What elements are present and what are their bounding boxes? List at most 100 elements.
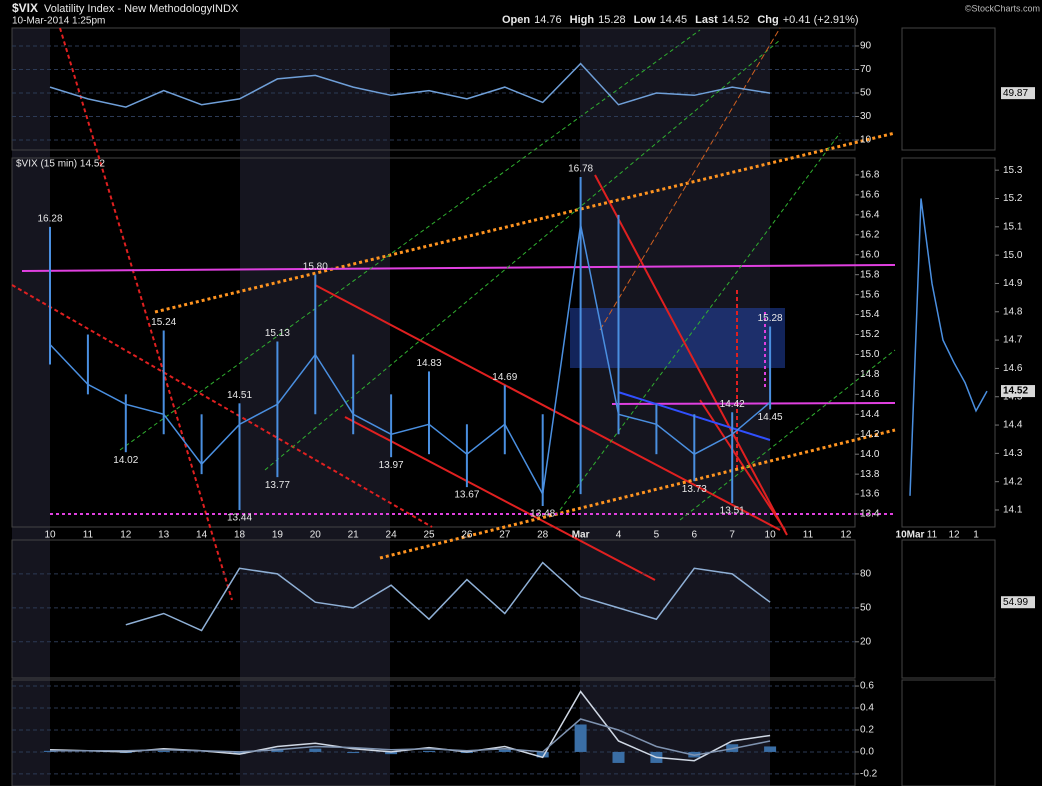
y-tick-label: 0.4	[860, 703, 874, 714]
x-tick-label: 21	[348, 530, 360, 541]
y-tick-label: 14.8	[1003, 306, 1023, 317]
y-tick-label: 14.8	[860, 369, 880, 380]
x-tick-label: 4	[616, 530, 622, 541]
quote-value: 15.28	[598, 14, 626, 26]
x-tick-label: 12	[948, 530, 960, 541]
x-tick-label: 6	[692, 530, 698, 541]
low-label: 14.02	[113, 455, 138, 466]
y-tick-label: 10	[860, 135, 872, 146]
y-tick-label: 13.8	[860, 469, 880, 480]
last-value: 54.99	[1003, 597, 1028, 608]
y-tick-label: 14.1	[1003, 505, 1023, 516]
histogram-bar	[347, 751, 360, 754]
quote-label: Chg	[757, 14, 778, 26]
x-tick-label: Mar	[572, 530, 590, 541]
high-label: 14.42	[720, 399, 745, 410]
high-label: 16.28	[37, 213, 62, 224]
histogram-bar	[233, 751, 246, 755]
quote-label: High	[570, 14, 595, 26]
low-label: 14.45	[758, 412, 783, 423]
y-tick-label: 30	[860, 111, 872, 122]
x-tick-label: 5	[654, 530, 660, 541]
quote-value: 14.45	[660, 14, 688, 26]
last-value-box	[1001, 87, 1035, 100]
y-tick-label: 14.4	[860, 409, 880, 420]
x-tick-label: 20	[310, 530, 322, 541]
y-tick-label: 15.4	[860, 309, 880, 320]
y-tick-label: 15.1	[1003, 221, 1023, 232]
histogram-bar	[764, 746, 777, 752]
histogram-bar	[385, 751, 398, 755]
low-label: 13.48	[530, 509, 555, 520]
quote-label: Low	[634, 14, 656, 26]
histogram-bar	[612, 751, 625, 763]
x-tick-label: 26	[461, 530, 473, 541]
x-tick-label: 10	[765, 530, 777, 541]
y-tick-label: -0.2	[860, 769, 878, 780]
x-tick-label: 12	[840, 530, 852, 541]
histogram-bar	[498, 749, 511, 752]
high-label: 15.80	[303, 261, 328, 272]
histogram-bar	[536, 751, 549, 758]
x-tick-label: 25	[423, 530, 435, 541]
x-tick-label: 10Mar	[896, 530, 925, 541]
panel-frames	[11, 27, 996, 786]
low-label: 13.67	[454, 490, 479, 501]
low-label: 13.73	[682, 484, 707, 495]
y-tick-label: 90	[860, 41, 872, 52]
y-tick-label: 14.7	[1003, 335, 1023, 346]
low-label: 13.51	[720, 506, 745, 517]
quote-label: Open	[502, 14, 530, 26]
week-bands	[12, 28, 770, 786]
y-tick-label: 14.2	[1003, 476, 1023, 487]
y-tick-label: 70	[860, 64, 872, 75]
y-tick-label: 0.6	[860, 681, 874, 692]
high-label: 14.51	[227, 390, 252, 401]
y-tick-label: 15.6	[860, 289, 880, 300]
quote-label: Last	[695, 14, 718, 26]
y-tick-label: 14.4	[1003, 420, 1023, 431]
series-line	[49, 224, 771, 497]
y-tick-label: 16.2	[860, 229, 880, 240]
high-label: 15.24	[151, 317, 176, 328]
credit: ©StockCharts.com	[965, 3, 1040, 13]
exchange: INDX	[212, 3, 239, 15]
high-label: 16.78	[568, 164, 593, 175]
x-tick-label: 14	[196, 530, 208, 541]
x-tick-label: 12	[120, 530, 132, 541]
histogram-bar	[309, 748, 322, 752]
y-tick-label: 13.6	[860, 489, 880, 500]
last-value-box	[1001, 385, 1035, 398]
x-tick-label: 7	[729, 530, 735, 541]
y-tick-label: 15.2	[860, 329, 880, 340]
y-tick-label: 80	[860, 569, 872, 580]
high-label: 14.83	[416, 358, 441, 369]
y-tick-label: 13.4	[860, 509, 880, 520]
y-tick-label: 16.8	[860, 170, 880, 181]
low-label: 13.97	[379, 460, 404, 471]
quote-value: 14.76	[534, 14, 562, 26]
y-tick-label: 14.6	[860, 389, 880, 400]
high-label: 14.69	[492, 372, 517, 383]
security-name: Volatility Index - New Methodology	[44, 3, 213, 15]
last-value-box	[1001, 596, 1035, 609]
y-tick-label: 15.8	[860, 269, 880, 280]
x-tick-label: 24	[386, 530, 398, 541]
y-tick-label: 14.3	[1003, 448, 1023, 459]
series-line	[125, 561, 771, 632]
series-line	[909, 198, 988, 496]
x-tick-label: 11	[83, 530, 94, 541]
series-line	[49, 62, 771, 108]
x-tick-label: 11	[927, 530, 938, 541]
y-tick-label: 16.6	[860, 190, 880, 201]
x-tick-label: 13	[158, 530, 170, 541]
y-tick-label: 14.9	[1003, 278, 1023, 289]
x-tick-label: 1	[973, 530, 979, 541]
quote-value: +0.41 (+2.91%)	[783, 14, 859, 26]
symbol: $VIX	[12, 1, 38, 15]
date: 10-Mar-2014 1:25pm	[12, 16, 105, 27]
x-tick-label: 19	[272, 530, 284, 541]
y-tick-label: 50	[860, 88, 872, 99]
histogram-bar	[574, 724, 587, 752]
